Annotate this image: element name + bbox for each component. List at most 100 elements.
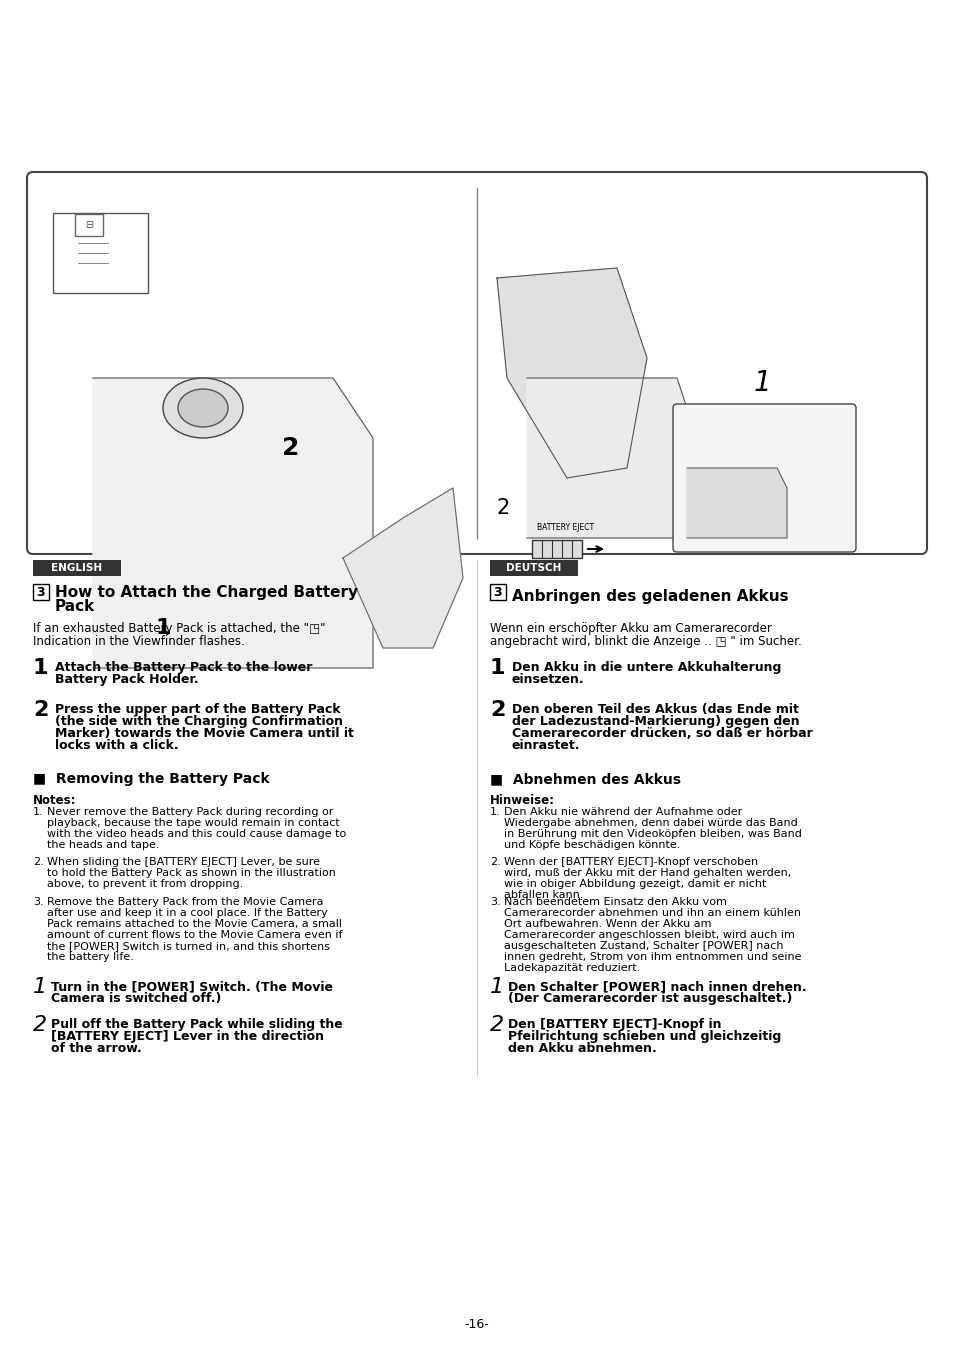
Text: Indication in the Viewfinder flashes.: Indication in the Viewfinder flashes.	[33, 635, 245, 648]
Text: Hinweise:: Hinweise:	[490, 794, 555, 807]
Bar	[33, 559, 121, 576]
Text: einsetzen.: einsetzen.	[512, 673, 584, 686]
Text: Den Schalter [POWER] nach innen drehen.: Den Schalter [POWER] nach innen drehen.	[507, 980, 806, 993]
Text: einrastet.: einrastet.	[512, 739, 579, 752]
Text: Den Akku nie während der Aufnahme oder: Den Akku nie während der Aufnahme oder	[503, 807, 741, 817]
Text: Pack: Pack	[55, 599, 95, 613]
Text: 1: 1	[33, 977, 47, 998]
Text: 2: 2	[490, 700, 505, 720]
Polygon shape	[526, 377, 686, 538]
Bar	[490, 559, 578, 576]
Text: 2: 2	[33, 700, 49, 720]
Text: playback, because the tape would remain in contact: playback, because the tape would remain …	[47, 818, 339, 828]
Text: ausgeschalteten Zustand, Schalter [POWER] nach: ausgeschalteten Zustand, Schalter [POWER…	[503, 941, 782, 950]
Text: 2: 2	[33, 1015, 47, 1035]
Text: after use and keep it in a cool place. If the Battery: after use and keep it in a cool place. I…	[47, 909, 328, 918]
Text: 2.: 2.	[33, 857, 44, 867]
Ellipse shape	[163, 377, 243, 438]
Text: ■  Abnehmen des Akkus: ■ Abnehmen des Akkus	[490, 772, 680, 786]
Text: 2: 2	[282, 435, 299, 460]
Text: Nach beendetem Einsatz den Akku vom: Nach beendetem Einsatz den Akku vom	[503, 896, 726, 907]
Text: Camera is switched off.): Camera is switched off.)	[51, 992, 221, 1006]
Text: wie in obiger Abbildung gezeigt, damit er nicht: wie in obiger Abbildung gezeigt, damit e…	[503, 879, 765, 888]
Text: Den [BATTERY EJECT]-Knopf in: Den [BATTERY EJECT]-Knopf in	[507, 1018, 720, 1031]
Text: to hold the Battery Pack as shown in the illustration: to hold the Battery Pack as shown in the…	[47, 868, 335, 878]
Text: the battery life.: the battery life.	[47, 952, 133, 962]
Text: ■  Removing the Battery Pack: ■ Removing the Battery Pack	[33, 772, 270, 786]
Text: of the arrow.: of the arrow.	[51, 1042, 142, 1055]
Text: (Der Camerarecorder ist ausgeschaltet.): (Der Camerarecorder ist ausgeschaltet.)	[507, 992, 792, 1006]
Polygon shape	[92, 377, 373, 669]
Ellipse shape	[178, 390, 228, 427]
Text: (the side with the Charging Confirmation: (the side with the Charging Confirmation	[55, 714, 343, 728]
Text: ENGLISH: ENGLISH	[51, 563, 103, 573]
Text: with the video heads and this could cause damage to: with the video heads and this could caus…	[47, 829, 346, 838]
Text: Never remove the Battery Pack during recording or: Never remove the Battery Pack during rec…	[47, 807, 333, 817]
Text: 1.: 1.	[490, 807, 500, 817]
Polygon shape	[343, 488, 462, 648]
Text: Wenn der [BATTERY EJECT]-Knopf verschoben: Wenn der [BATTERY EJECT]-Knopf verschobe…	[503, 857, 758, 867]
Polygon shape	[497, 268, 646, 479]
Text: Anbringen des geladenen Akkus: Anbringen des geladenen Akkus	[512, 589, 788, 604]
Bar	[490, 584, 505, 600]
Text: Pack remains attached to the Movie Camera, a small: Pack remains attached to the Movie Camer…	[47, 919, 341, 929]
FancyBboxPatch shape	[27, 173, 926, 554]
Text: Pfeilrichtung schieben und gleichzeitig: Pfeilrichtung schieben und gleichzeitig	[507, 1030, 781, 1043]
Text: [BATTERY EJECT] Lever in the direction: [BATTERY EJECT] Lever in the direction	[51, 1030, 324, 1043]
Text: ⊟: ⊟	[85, 220, 93, 231]
Text: Wiedergabe abnehmen, denn dabei würde das Band: Wiedergabe abnehmen, denn dabei würde da…	[503, 818, 797, 828]
Text: innen gedreht, Strom von ihm entnommen und seine: innen gedreht, Strom von ihm entnommen u…	[503, 952, 801, 962]
Text: Den Akku in die untere Akkuhalterung: Den Akku in die untere Akkuhalterung	[512, 661, 781, 674]
Text: 1: 1	[490, 658, 505, 678]
Text: abfallen kann.: abfallen kann.	[503, 890, 583, 900]
Text: Battery Pack Holder.: Battery Pack Holder.	[55, 673, 198, 686]
Text: Pull off the Battery Pack while sliding the: Pull off the Battery Pack while sliding …	[51, 1018, 342, 1031]
Text: 3.: 3.	[490, 896, 500, 907]
Text: 1: 1	[33, 658, 49, 678]
Text: the heads and tape.: the heads and tape.	[47, 840, 159, 851]
Text: amount of current flows to the Movie Camera even if: amount of current flows to the Movie Cam…	[47, 930, 342, 940]
Text: Ladekapazität reduziert.: Ladekapazität reduziert.	[503, 962, 639, 973]
Text: 1: 1	[155, 617, 171, 638]
Text: Attach the Battery Pack to the lower: Attach the Battery Pack to the lower	[55, 661, 312, 674]
Text: Camerarecorder abnehmen und ihn an einem kühlen: Camerarecorder abnehmen und ihn an einem…	[503, 909, 801, 918]
Text: BATTERY EJECT: BATTERY EJECT	[537, 523, 594, 532]
Text: DEUTSCH: DEUTSCH	[506, 563, 561, 573]
Text: 2.: 2.	[490, 857, 500, 867]
Text: 2: 2	[490, 1015, 503, 1035]
Text: Marker) towards the Movie Camera until it: Marker) towards the Movie Camera until i…	[55, 727, 354, 740]
Bar	[532, 541, 581, 558]
Text: angebracht wird, blinkt die Anzeige .. ◳ " im Sucher.: angebracht wird, blinkt die Anzeige .. ◳…	[490, 635, 801, 648]
Polygon shape	[686, 468, 786, 538]
Text: Camerarecorder drücken, so daß er hörbar: Camerarecorder drücken, so daß er hörbar	[512, 727, 812, 740]
Text: locks with a click.: locks with a click.	[55, 739, 178, 752]
Text: und Köpfe beschädigen könnte.: und Köpfe beschädigen könnte.	[503, 840, 679, 851]
Text: 2: 2	[497, 497, 510, 518]
Text: den Akku abnehmen.: den Akku abnehmen.	[507, 1042, 656, 1055]
Text: the [POWER] Switch is turned in, and this shortens: the [POWER] Switch is turned in, and thi…	[47, 941, 330, 950]
Text: -16-: -16-	[464, 1318, 489, 1332]
Text: wird, muß der Akku mit der Hand gehalten werden,: wird, muß der Akku mit der Hand gehalten…	[503, 868, 790, 878]
Text: Camerarecorder angeschlossen bleibt, wird auch im: Camerarecorder angeschlossen bleibt, wir…	[503, 930, 794, 940]
Text: Remove the Battery Pack from the Movie Camera: Remove the Battery Pack from the Movie C…	[47, 896, 323, 907]
Text: Notes:: Notes:	[33, 794, 76, 807]
Text: 3.: 3.	[33, 896, 44, 907]
Text: 1: 1	[753, 369, 770, 398]
Text: How to Attach the Charged Battery: How to Attach the Charged Battery	[55, 585, 357, 600]
Text: If an exhausted Battery Pack is attached, the "◳": If an exhausted Battery Pack is attached…	[33, 621, 325, 635]
Text: 1.: 1.	[33, 807, 44, 817]
Text: Turn in the [POWER] Switch. (The Movie: Turn in the [POWER] Switch. (The Movie	[51, 980, 333, 993]
Text: 1: 1	[490, 977, 503, 998]
Text: When sliding the [BATTERY EJECT] Lever, be sure: When sliding the [BATTERY EJECT] Lever, …	[47, 857, 319, 867]
Text: Ort aufbewahren. Wenn der Akku am: Ort aufbewahren. Wenn der Akku am	[503, 919, 711, 929]
Text: 3: 3	[493, 585, 502, 599]
Text: Wenn ein erschöpfter Akku am Camerarecorder: Wenn ein erschöpfter Akku am Camerarecor…	[490, 621, 771, 635]
FancyBboxPatch shape	[672, 404, 855, 551]
Text: 3: 3	[36, 585, 45, 599]
Bar	[75, 214, 103, 236]
Text: above, to prevent it from dropping.: above, to prevent it from dropping.	[47, 879, 243, 888]
Text: Press the upper part of the Battery Pack: Press the upper part of the Battery Pack	[55, 704, 340, 716]
Text: der Ladezustand-Markierung) gegen den: der Ladezustand-Markierung) gegen den	[512, 714, 799, 728]
Bar	[33, 584, 49, 600]
Text: Den oberen Teil des Akkus (das Ende mit: Den oberen Teil des Akkus (das Ende mit	[512, 704, 798, 716]
